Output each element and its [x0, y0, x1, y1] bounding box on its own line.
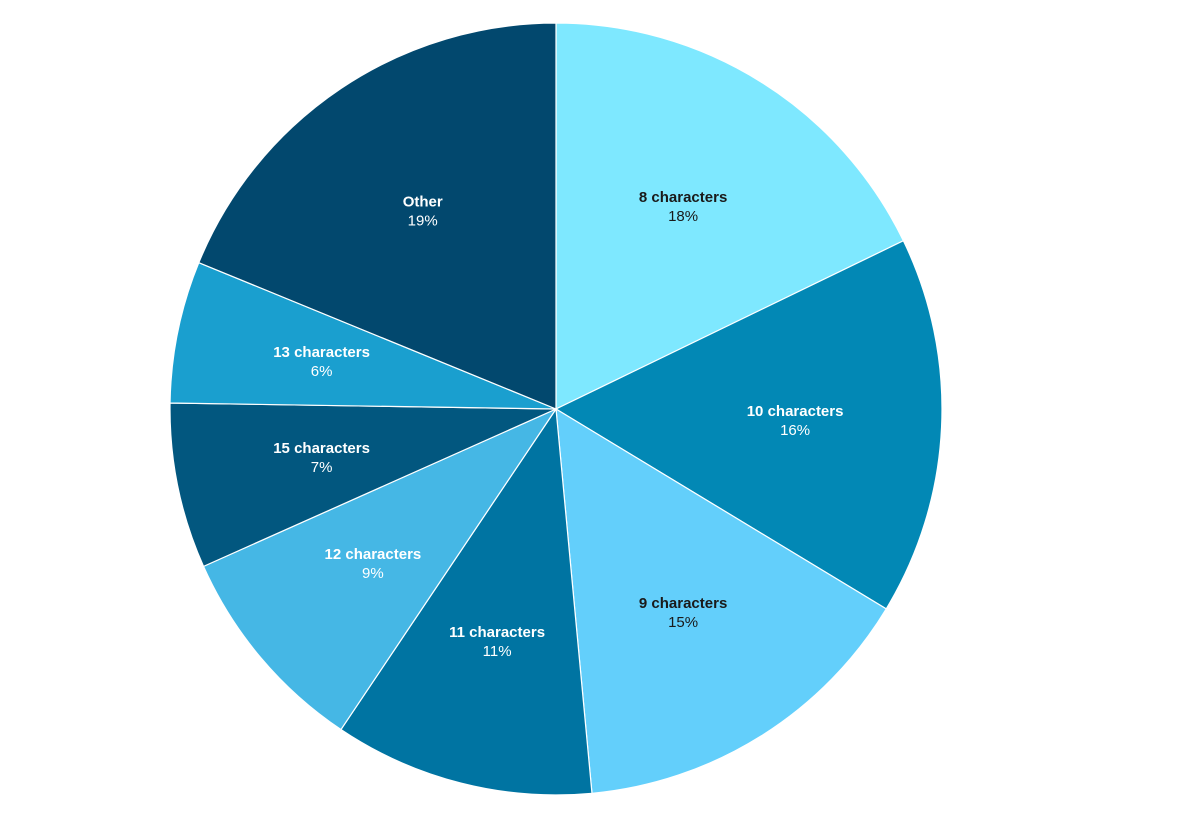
slice-label-15-characters: 15 characters [273, 440, 370, 457]
slice-percent-11-characters: 11% [483, 643, 512, 660]
slice-label-other: Other [403, 193, 443, 210]
slice-percent-13-characters: 6% [311, 363, 333, 380]
slice-label-8-characters: 8 characters [639, 189, 727, 206]
pie-slices [169, 22, 943, 796]
slice-label-9-characters: 9 characters [639, 595, 727, 612]
pie-slice-12-characters[interactable] [202, 407, 558, 731]
pie-labels: 8 characters 18% 10 characters 16% 9 charact… [273, 189, 843, 660]
pie-slice-13-characters[interactable] [169, 261, 557, 410]
pie-slice-other[interactable] [198, 22, 557, 410]
pie-slice-8-characters[interactable] [555, 22, 905, 410]
slice-percent-8-characters: 18% [668, 208, 698, 225]
slice-label-10-characters: 10 characters [747, 403, 844, 420]
slice-percent-other: 19% [408, 212, 438, 229]
slice-percent-9-characters: 15% [668, 614, 698, 631]
slice-percent-10-characters: 16% [780, 422, 810, 439]
slice-percent-12-characters: 9% [362, 565, 384, 582]
slice-percent-15-characters: 7% [311, 459, 333, 476]
slice-label-12-characters: 12 characters [325, 546, 422, 563]
pie-slice-9-characters[interactable] [555, 407, 888, 794]
pie-slice-15-characters[interactable] [169, 402, 557, 568]
pie-slice-10-characters[interactable] [554, 239, 943, 610]
slice-label-13-characters: 13 characters [273, 344, 370, 361]
slice-label-11-characters: 11 characters [449, 624, 545, 641]
pie-slice-11-characters[interactable] [340, 407, 593, 796]
